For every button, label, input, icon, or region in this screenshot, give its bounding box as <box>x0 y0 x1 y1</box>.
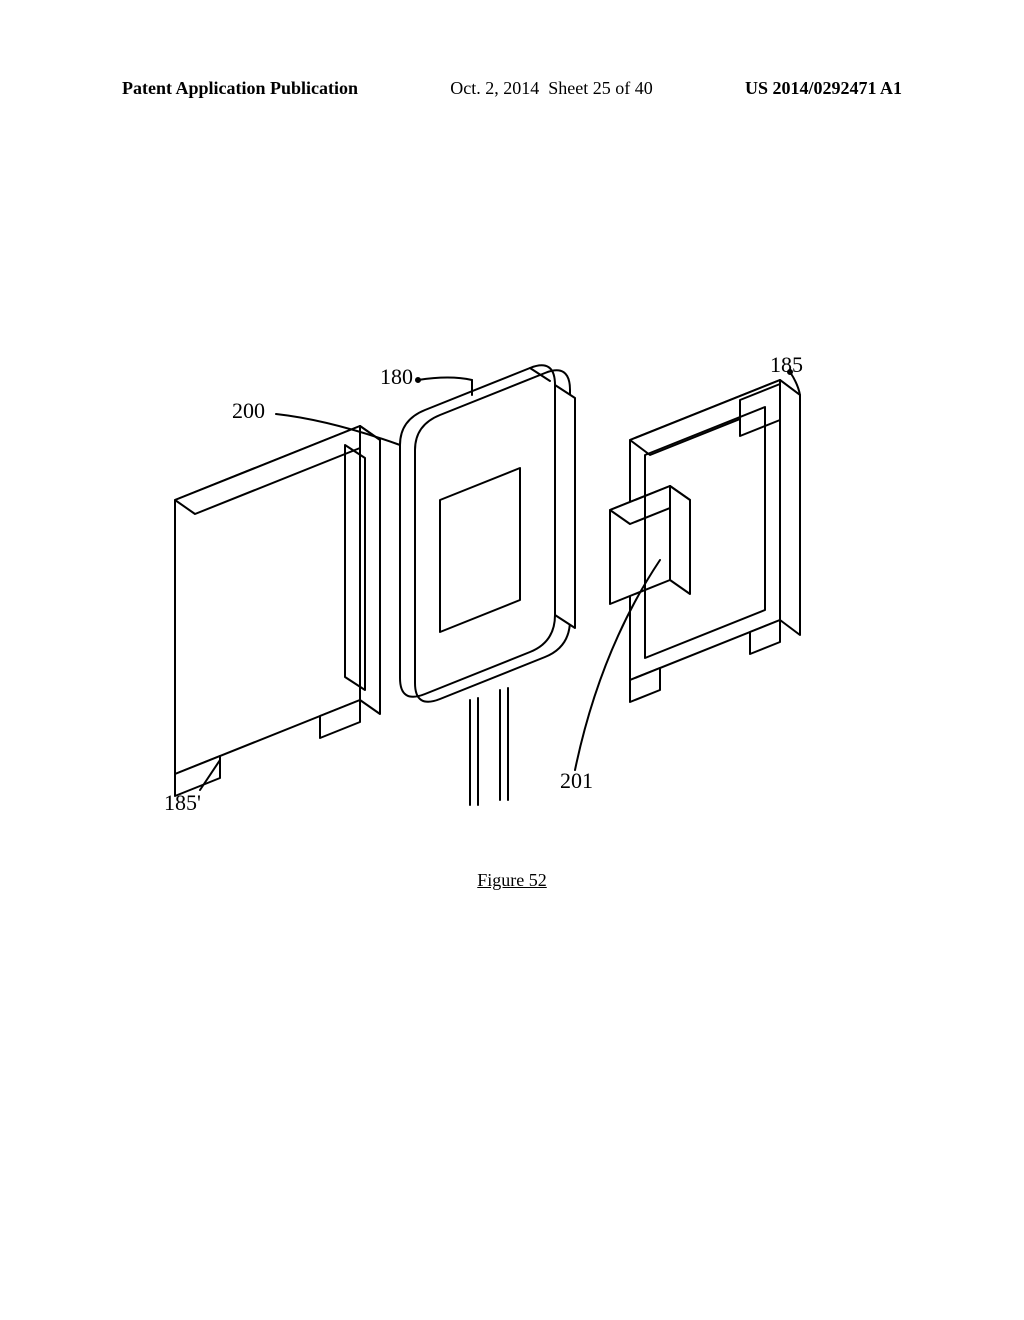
patent-drawing <box>0 0 1024 1320</box>
ref-label-200: 200 <box>232 398 265 424</box>
ref-label-201: 201 <box>560 768 593 794</box>
part-185-prime <box>175 426 380 796</box>
ref-label-185p: 185' <box>164 790 201 816</box>
figure-area: 185 180 200 201 185' Figure 52 <box>0 0 1024 1320</box>
ref-label-185: 185 <box>770 352 803 378</box>
part-200 <box>400 365 575 805</box>
part-201 <box>610 486 690 604</box>
figure-caption: Figure 52 <box>477 870 547 891</box>
part-185 <box>610 380 800 702</box>
patent-page: Patent Application Publication Oct. 2, 2… <box>0 0 1024 1320</box>
ref-label-180: 180 <box>380 364 413 390</box>
